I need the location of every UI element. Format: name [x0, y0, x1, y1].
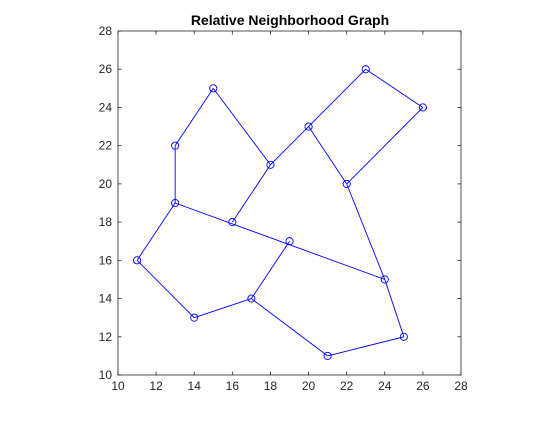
axes-layer: 10 12 14 16 18 20 22 24 26 28 10 12 14 16 18 20 22 24 26 28 [99, 24, 468, 393]
edge-4 [174, 88, 214, 146]
x-tick-label-1: 12 [149, 379, 163, 393]
x-tick-label-7: 24 [378, 379, 392, 393]
edge-16 [194, 298, 252, 319]
node-point-2 [171, 141, 180, 150]
node-point-9 [304, 122, 313, 131]
y-tick-label-9: 28 [99, 24, 113, 38]
x-tick-label-8: 26 [416, 379, 430, 393]
node-point-0 [133, 256, 142, 265]
x-tick-label-9: 28 [454, 379, 468, 393]
y-tick-label-0: 10 [99, 368, 113, 382]
node-point-7 [266, 160, 275, 169]
edge-6 [231, 164, 271, 223]
node-point-12 [361, 65, 370, 74]
edge-1 [136, 260, 195, 318]
x-tick-label-5: 20 [302, 379, 316, 393]
edge-10 [365, 68, 424, 108]
edge-13 [384, 279, 405, 337]
node-point-6 [247, 294, 256, 303]
edge-7 [270, 126, 309, 166]
node-point-13 [380, 275, 389, 284]
x-tick-label-3: 16 [226, 379, 240, 393]
chart-title: Relative Neighborhood Graph [191, 12, 389, 28]
y-tick-label-5: 20 [99, 177, 113, 191]
node-point-3 [190, 313, 199, 322]
node-point-10 [323, 351, 332, 360]
edge-8 [308, 68, 367, 127]
edge-12 [346, 183, 386, 280]
y-tick-label-2: 14 [99, 292, 113, 306]
edge-15 [251, 298, 328, 357]
edge-3 [175, 202, 385, 280]
y-tick-label-7: 24 [99, 100, 113, 114]
y-tick-label-3: 16 [99, 253, 113, 267]
x-tick-label-0: 10 [111, 379, 125, 393]
node-point-8 [285, 237, 294, 246]
edge-9 [308, 126, 348, 185]
edge-5 [212, 88, 271, 166]
edges-layer [136, 68, 424, 357]
nodes-layer [133, 65, 427, 360]
edge-14 [327, 336, 404, 357]
y-tick-label-1: 12 [99, 330, 113, 344]
y-tick-label-8: 26 [99, 62, 113, 76]
edge-17 [251, 240, 290, 299]
node-point-1 [171, 198, 180, 208]
x-tick-label-6: 22 [340, 379, 354, 393]
node-point-14 [399, 332, 408, 341]
node-point-5 [228, 218, 237, 227]
y-tick-label-4: 18 [99, 215, 113, 229]
edge-11 [346, 107, 424, 185]
node-point-15 [418, 103, 427, 112]
node-point-4 [209, 84, 218, 93]
node-point-11 [342, 179, 351, 188]
y-tick-label-6: 22 [99, 139, 113, 153]
x-tick-label-2: 14 [188, 379, 202, 393]
edge-0 [136, 202, 176, 261]
x-tick-label-4: 18 [264, 379, 278, 393]
axes-box [117, 30, 462, 376]
